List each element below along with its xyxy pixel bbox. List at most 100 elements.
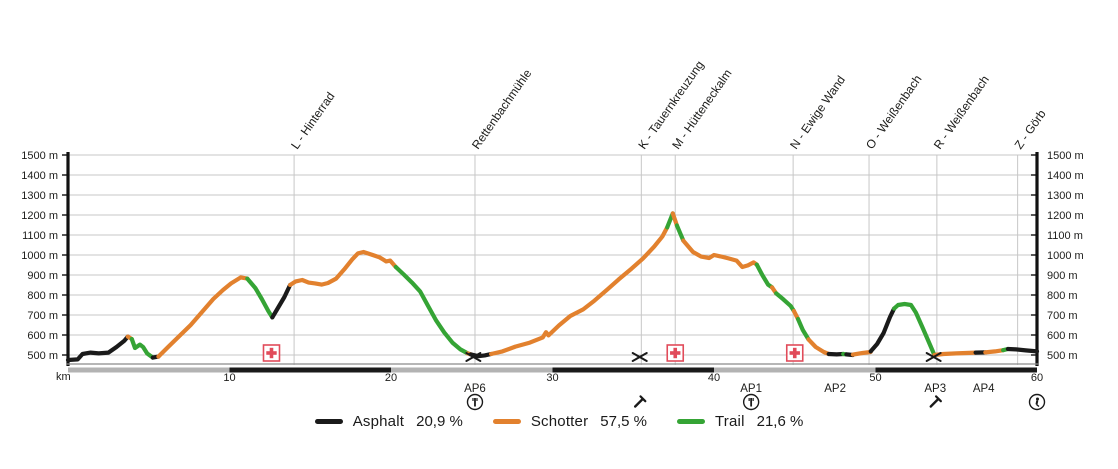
left-elevation-label: 900 m xyxy=(27,270,58,282)
trail-legend-share: 21,6 % xyxy=(756,413,804,430)
checkpoint-label-ap6: AP6 xyxy=(464,383,486,395)
right-elevation-label: 1500 m xyxy=(1047,150,1084,162)
first-aid-cross xyxy=(670,351,681,355)
schotter-profile-segment xyxy=(850,349,873,357)
km-tick-label: 50 xyxy=(869,372,881,384)
hiker-leg xyxy=(1036,403,1040,408)
schotter-profile-segment xyxy=(156,275,250,359)
crossed-tools-icon xyxy=(631,352,648,362)
distance-bar-segment xyxy=(714,367,876,373)
crossed-tools-icon xyxy=(925,352,942,362)
checkpoint-label-ap2: AP2 xyxy=(824,383,846,395)
first-aid-icon xyxy=(785,344,804,362)
left-elevation-label: 1300 m xyxy=(21,190,58,202)
asphalt-line-swatch xyxy=(314,419,343,424)
km-tick-label: 10 xyxy=(223,372,235,384)
asphalt-legend-label: Asphalt xyxy=(352,413,405,430)
schotter-profile-segment xyxy=(983,348,1006,355)
hiker-finish-icon xyxy=(1028,393,1046,411)
trail-profile-segment xyxy=(891,301,937,358)
distance-bar-segment xyxy=(68,367,230,373)
trail-legend-label: Trail xyxy=(715,413,745,430)
checkpoint-label-ap3: AP3 xyxy=(924,383,946,395)
schotter-profile-segment xyxy=(670,211,680,228)
left-elevation-label: 1400 m xyxy=(21,170,58,182)
distance-bar-segment xyxy=(552,367,714,373)
crossed-tools-icon xyxy=(465,352,482,362)
rest-stop-icon xyxy=(742,393,760,411)
first-aid-icon xyxy=(666,344,685,362)
asphalt-profile-segment xyxy=(1005,346,1040,354)
waypoint-label: L - Hinterrad xyxy=(288,89,337,151)
right-elevation-label: 600 m xyxy=(1047,330,1078,342)
hiker-body xyxy=(1035,400,1039,405)
left-elevation-label: 1500 m xyxy=(21,150,58,162)
km-tick-label: 30 xyxy=(546,372,558,384)
rest-stop-icon xyxy=(466,393,484,411)
schotter-profile-segment xyxy=(489,225,670,357)
right-elevation-label: 1200 m xyxy=(1047,210,1084,222)
legend-item-schotter: Schotter 57,5 % xyxy=(492,413,647,430)
surface-legend: Asphalt 20,9 % Schotter 57,5 % Trail 21,… xyxy=(0,413,1118,430)
asphalt-legend-share: 20,9 % xyxy=(416,413,463,430)
wrench-handle xyxy=(929,398,939,408)
schotter-profile-segment xyxy=(288,249,398,288)
trail-line-swatch xyxy=(677,419,705,424)
schotter-line-swatch xyxy=(492,419,521,424)
waypoint-label: N - Ewige Wand xyxy=(787,73,848,152)
km-axis-unit-label: km xyxy=(56,371,71,383)
trail-profile-segment xyxy=(393,264,470,356)
right-elevation-label: 1100 m xyxy=(1047,230,1083,242)
repair-service-icon xyxy=(634,395,647,408)
legend-item-trail: Trail 21,6 % xyxy=(677,413,803,430)
left-elevation-label: 1100 m xyxy=(22,230,58,242)
trail-profile-segment xyxy=(795,316,811,342)
wrench-head xyxy=(639,395,647,403)
schotter-legend-label: Schotter xyxy=(530,413,589,430)
km-tick-label: 60 xyxy=(1031,372,1043,384)
schotter-profile-segment xyxy=(681,238,759,270)
asphalt-profile-segment xyxy=(270,282,293,320)
trail-profile-segment xyxy=(129,336,155,360)
trail-profile-segment xyxy=(245,276,275,320)
left-elevation-label: 700 m xyxy=(27,310,58,322)
km-tick-label: 20 xyxy=(385,372,397,384)
waypoint-label: O - Weißenbach xyxy=(863,72,924,151)
asphalt-profile-segment xyxy=(65,334,130,363)
wrench-head xyxy=(934,395,942,403)
first-aid-icon xyxy=(262,344,281,362)
checkpoint-label-ap4: AP4 xyxy=(973,383,995,395)
left-elevation-label: 800 m xyxy=(27,290,58,302)
left-elevation-label: 600 m xyxy=(27,330,58,342)
wrench-handle xyxy=(634,398,644,408)
right-elevation-label: 1400 m xyxy=(1047,170,1084,182)
first-aid-cross xyxy=(266,351,277,355)
left-elevation-label: 1200 m xyxy=(21,210,58,222)
legend-item-asphalt: Asphalt 20,9 % xyxy=(314,413,463,430)
first-aid-cross xyxy=(789,351,800,355)
schotter-profile-segment xyxy=(806,337,831,357)
trail-profile-segment xyxy=(774,291,797,314)
waypoint-label: Rettenbachmühle xyxy=(469,66,535,151)
left-elevation-label: 1000 m xyxy=(21,250,58,262)
distance-bar-segment xyxy=(229,367,391,373)
right-elevation-label: 1300 m xyxy=(1047,190,1084,202)
hiker-head xyxy=(1036,397,1039,401)
km-tick-label: 40 xyxy=(708,372,720,384)
left-elevation-label: 500 m xyxy=(27,350,58,362)
right-elevation-label: 1000 m xyxy=(1047,250,1084,262)
trail-profile-segment xyxy=(674,223,686,243)
repair-service-icon xyxy=(929,395,942,408)
waypoint-label: R - Weißenbach xyxy=(931,73,992,152)
right-elevation-label: 700 m xyxy=(1047,310,1078,322)
right-elevation-label: 500 m xyxy=(1047,350,1078,362)
distance-bar-segment xyxy=(391,367,553,373)
right-elevation-label: 900 m xyxy=(1047,270,1078,282)
crossed-tools-stroke xyxy=(925,352,942,362)
waypoint-label: M - Hütteneckalm xyxy=(669,67,734,152)
right-elevation-label: 800 m xyxy=(1047,290,1078,302)
crossed-tools-stroke xyxy=(465,352,482,362)
asphalt-profile-segment xyxy=(868,306,897,354)
